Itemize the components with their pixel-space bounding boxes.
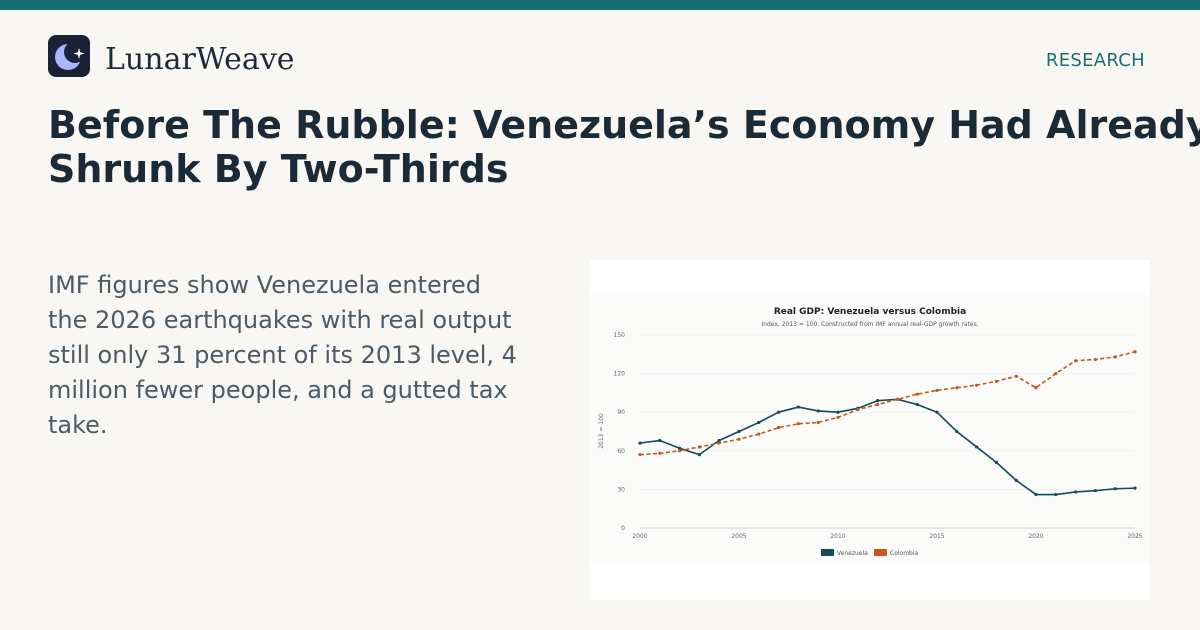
data-point-colombia bbox=[658, 451, 662, 455]
data-point-venezuela bbox=[1074, 490, 1078, 494]
series-line-colombia bbox=[639, 350, 1136, 456]
data-point-venezuela bbox=[955, 429, 959, 434]
page-title-line-1: Before The Rubble: Venezuela’s Economy H… bbox=[48, 103, 1200, 147]
data-point-venezuela bbox=[915, 402, 919, 407]
y-tick-label: 120 bbox=[614, 371, 626, 378]
data-point-colombia bbox=[1074, 359, 1078, 363]
moon-star-icon bbox=[55, 41, 86, 70]
nav-section-link[interactable]: RESEARCH bbox=[1045, 50, 1145, 71]
legend-label-venezuela: Venezuela bbox=[837, 550, 868, 557]
data-point-venezuela bbox=[737, 429, 741, 434]
y-tick-label: 90 bbox=[617, 409, 625, 416]
data-point-venezuela bbox=[658, 438, 662, 443]
data-point-colombia bbox=[757, 432, 761, 436]
data-point-colombia bbox=[915, 392, 919, 396]
chart-title: Real GDP: Venezuela versus Colombia bbox=[774, 307, 966, 317]
data-point-colombia bbox=[975, 383, 979, 387]
data-point-colombia bbox=[737, 437, 741, 441]
data-point-colombia bbox=[678, 449, 682, 453]
data-point-venezuela bbox=[1054, 492, 1058, 497]
data-point-colombia bbox=[856, 408, 860, 412]
data-point-venezuela bbox=[975, 445, 979, 449]
y-tick-label: 60 bbox=[617, 448, 625, 455]
page-title: Before The Rubble: Venezuela’s Economy H… bbox=[48, 103, 1200, 191]
data-point-colombia bbox=[836, 415, 840, 419]
data-point-colombia bbox=[717, 441, 721, 445]
x-tick-label: 2005 bbox=[731, 533, 746, 540]
data-point-colombia bbox=[876, 402, 880, 407]
data-point-colombia bbox=[1133, 350, 1137, 354]
data-point-venezuela bbox=[678, 446, 682, 450]
data-point-venezuela bbox=[638, 441, 642, 445]
data-point-colombia bbox=[994, 379, 998, 383]
data-point-colombia bbox=[796, 422, 800, 426]
data-point-venezuela bbox=[876, 399, 880, 403]
y-tick-label: 150 bbox=[614, 332, 626, 339]
data-point-venezuela bbox=[836, 410, 840, 414]
page-title-line-2: Shrunk By Two-Thirds bbox=[48, 147, 509, 191]
data-point-colombia bbox=[1113, 355, 1117, 359]
data-point-venezuela bbox=[757, 420, 761, 425]
data-point-venezuela bbox=[1034, 492, 1038, 497]
brand-name[interactable]: LunarWeave bbox=[105, 42, 295, 77]
data-point-colombia bbox=[1093, 357, 1097, 362]
top-accent-bar bbox=[0, 0, 1200, 10]
article-summary: IMF figures show Venezuela entered the 2… bbox=[48, 271, 517, 439]
data-point-venezuela bbox=[935, 410, 939, 414]
data-point-colombia bbox=[955, 386, 959, 390]
data-point-venezuela bbox=[994, 460, 998, 464]
data-point-colombia bbox=[638, 453, 642, 457]
y-tick-label: 0 bbox=[621, 525, 625, 532]
x-tick-label: 2010 bbox=[830, 533, 845, 540]
data-point-colombia bbox=[697, 445, 701, 449]
data-point-colombia bbox=[1054, 372, 1058, 376]
series-line-venezuela bbox=[639, 398, 1136, 496]
y-tick-label: 30 bbox=[617, 486, 625, 493]
data-point-venezuela bbox=[717, 438, 721, 443]
data-point-venezuela bbox=[1133, 486, 1137, 490]
brand-logo[interactable] bbox=[48, 35, 90, 77]
x-tick-label: 2025 bbox=[1127, 533, 1142, 540]
data-point-venezuela bbox=[1093, 489, 1097, 493]
data-point-venezuela bbox=[1014, 478, 1018, 482]
data-point-venezuela bbox=[816, 409, 820, 413]
x-tick-label: 2015 bbox=[929, 533, 944, 540]
data-point-colombia bbox=[777, 426, 781, 430]
gdp-line-chart: Real GDP: Venezuela versus Colombia Inde… bbox=[598, 307, 1143, 557]
x-tick-label: 2020 bbox=[1028, 533, 1043, 540]
legend-swatch-venezuela bbox=[821, 549, 834, 556]
legend-swatch-colombia bbox=[874, 549, 887, 556]
data-point-venezuela bbox=[1113, 487, 1117, 491]
chart-subtitle: Index, 2013 = 100. Constructed from IMF … bbox=[761, 321, 978, 328]
data-point-venezuela bbox=[777, 410, 781, 414]
data-point-colombia bbox=[1014, 374, 1018, 378]
data-point-colombia bbox=[816, 420, 820, 425]
data-point-colombia bbox=[1034, 386, 1038, 390]
data-point-colombia bbox=[895, 397, 899, 401]
x-tick-label: 2000 bbox=[632, 533, 647, 540]
data-point-colombia bbox=[935, 388, 939, 392]
legend-label-colombia: Colombia bbox=[890, 550, 919, 557]
chart-panel bbox=[590, 295, 1150, 564]
data-point-venezuela bbox=[697, 453, 701, 457]
y-axis-label: 2013 = 100 bbox=[598, 413, 605, 449]
data-point-venezuela bbox=[796, 405, 800, 409]
